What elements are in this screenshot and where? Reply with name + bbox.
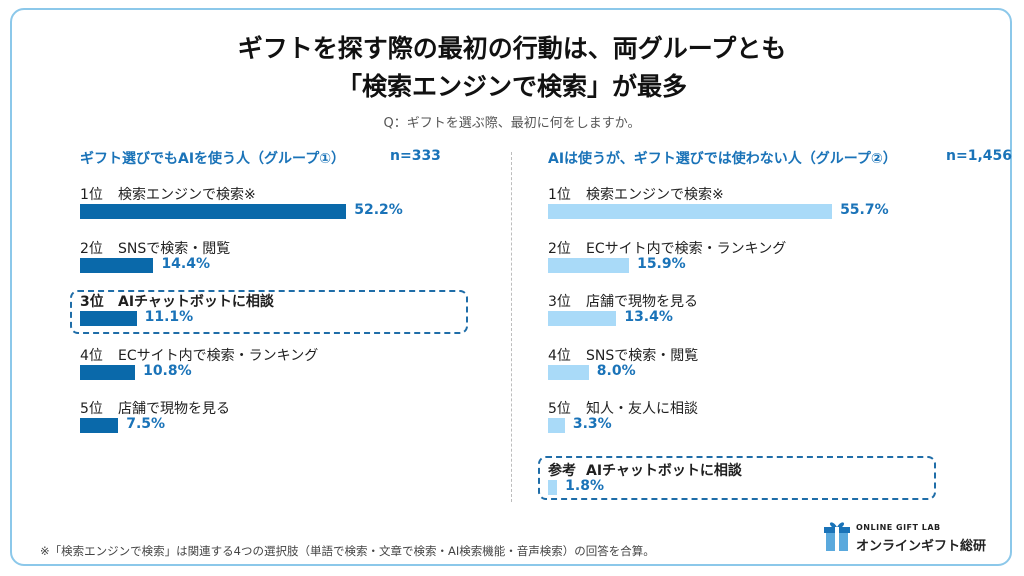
group2-item-text: 店舗で現物を見る [586, 294, 698, 310]
group1-item-label: 2位 SNSで検索・閲覧 [80, 238, 230, 258]
group1-item-rank: 5位 [80, 401, 103, 417]
group1-header: ギフト選びでもAIを使う人（グループ①） n=333 [80, 148, 441, 168]
group2-item-text: ECサイト内で検索・ランキング [586, 240, 787, 257]
group1-value-label: 7.5% [126, 416, 166, 432]
group1-item-rank: 2位 [80, 240, 103, 257]
footnote: ※「検索エンジンで検索」は関連する4つの選択肢（単語で検索・文章で検索・AI検索… [40, 544, 655, 558]
group1-item-label: 3位 AIチャットボットに相談 [80, 291, 274, 311]
group2-item-label: 4位 SNSで検索・閲覧 [548, 345, 698, 365]
chart-title: ギフトを探す際の最初の行動は、両グループとも 「検索エンジンで検索」が最多 [0, 30, 1024, 106]
group1-bar [80, 257, 154, 273]
group1-bar [80, 418, 119, 433]
group2-bar [548, 364, 589, 380]
group2-item-text: SNSで検索・閲覧 [586, 347, 699, 364]
group2-item-rank: 4位 [548, 347, 571, 364]
group2-value-label: 55.7% [840, 202, 889, 218]
brand-logo: ONLINE GIFT LAB オンラインギフト総研 [824, 517, 994, 557]
title-line-1: ギフトを探す際の最初の行動は、両グループとも [237, 34, 787, 63]
logo-name: オンラインギフト総研 [856, 539, 987, 554]
group2-item-label: 2位 ECサイト内で検索・ランキング [548, 238, 786, 258]
group1-item-text: SNSで検索・閲覧 [118, 240, 231, 257]
card-frame [10, 8, 1012, 566]
group1-item-label: 1位 検索エンジンで検索※ [80, 184, 256, 204]
group2-item-text: 検索エンジンで検索※ [586, 187, 724, 203]
group2-item-text: 知人・友人に相談 [586, 401, 698, 417]
group-divider [511, 152, 512, 502]
group2-item-rank: 5位 [548, 401, 571, 417]
group2-item-rank: 3位 [548, 294, 571, 310]
group1-bar [80, 311, 137, 326]
group2-value-label: 3.3% [572, 416, 612, 432]
question-text: Q：ギフトを選ぶ際、最初に何をしますか。 [383, 116, 641, 131]
group2-value-label: 1.8% [565, 478, 604, 494]
group1-value-label: 11.1% [144, 309, 194, 325]
logo-small-text: ONLINE GIFT LAB [856, 523, 941, 532]
group2-title: AIは使うが、ギフト選びでは使わない人（グループ②） [548, 151, 897, 167]
group2-value-label: 15.9% [637, 255, 686, 272]
title-line-2: 「検索エンジンで検索」が最多 [336, 72, 687, 101]
group2-bar [548, 204, 833, 219]
group1-bar [80, 364, 136, 380]
group1-item-text: 検索エンジンで検索※ [118, 187, 256, 203]
group1-n: n=333 [390, 148, 441, 164]
group2-item-label: 参考 AIチャットボットに相談 [548, 460, 742, 480]
group2-bar [548, 418, 565, 433]
group2-highlight-box [538, 456, 936, 500]
group1-title: ギフト選びでもAIを使う人（グループ①） [80, 151, 346, 167]
group1-item-rank: 1位 [80, 187, 103, 203]
group2-bar [548, 311, 617, 326]
group2-bar [548, 257, 630, 273]
group2-header: AIは使うが、ギフト選びでは使わない人（グループ②） n=1,456 [548, 148, 1012, 168]
group1-item-label: 4位 ECサイト内で検索・ランキング [80, 345, 318, 365]
gift-box-icon [824, 522, 850, 551]
group2-n: n=1,456 [946, 148, 1012, 164]
group2-item-rank: 2位 [548, 240, 571, 257]
group1-bar [80, 204, 347, 219]
group2-item-text: AIチャットボットに相談 [586, 463, 742, 479]
group1-value-label: 10.8% [143, 362, 192, 379]
group1-value-label: 14.4% [161, 255, 211, 272]
group2-item-label: 3位 店舗で現物を見る [548, 291, 698, 311]
group1-highlight-box [70, 290, 468, 334]
group2-item-rank: 1位 [548, 187, 571, 203]
group2-bar [548, 480, 558, 495]
group1-item-label: 5位 店舗で現物を見る [80, 398, 230, 418]
group1-value-label: 52.2% [354, 202, 403, 218]
group1-item-rank: 4位 [80, 347, 103, 364]
group2-value-label: 13.4% [624, 309, 673, 325]
group2-item-label: 5位 知人・友人に相談 [548, 398, 698, 418]
group2-item-rank: 参考 [548, 463, 576, 479]
group2-item-label: 1位 検索エンジンで検索※ [548, 184, 724, 204]
group1-item-text: AIチャットボットに相談 [118, 294, 274, 310]
group1-item-text: ECサイト内で検索・ランキング [118, 347, 319, 364]
group1-item-text: 店舗で現物を見る [118, 401, 230, 417]
group2-value-label: 8.0% [596, 362, 636, 379]
group1-item-rank: 3位 [80, 294, 104, 310]
